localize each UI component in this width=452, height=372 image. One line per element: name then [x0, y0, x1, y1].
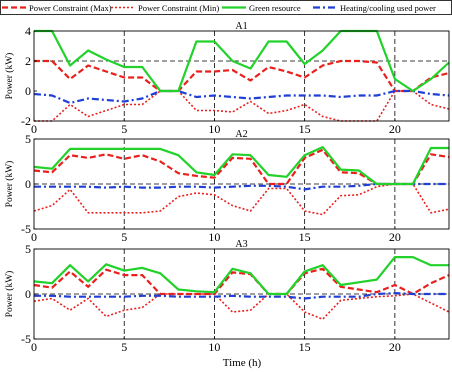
series-line-dashdot [34, 292, 449, 300]
legend-label: Heating/cooling used power [340, 3, 436, 13]
series-line-solid [34, 29, 450, 93]
series-line-dashdot [33, 89, 450, 105]
x-tick-label: 15 [299, 122, 311, 136]
legend: Power Constraint (Max) Power Constraint (… [0, 0, 452, 15]
series-line-dot [34, 90, 450, 122]
y-tick-label: 5 [25, 132, 31, 146]
series-line-solid [33, 146, 449, 186]
series-line-solid [33, 256, 449, 296]
x-tick-label: 5 [121, 122, 127, 136]
y-tick-label: -5 [21, 332, 31, 346]
series-line-dot [33, 293, 450, 321]
x-tick-label: 5 [121, 230, 127, 244]
x-tick-label: 20 [389, 230, 401, 244]
legend-label: Power Constraint (Min) [138, 3, 219, 13]
x-tick-label: 0 [31, 122, 37, 136]
legend-label: Power Constraint (Max) [29, 3, 112, 13]
legend-label: Green resource [249, 3, 301, 13]
x-tick-label: 15 [299, 340, 311, 354]
series-line-dash [34, 59, 450, 93]
x-tick-label: 10 [208, 122, 220, 136]
x-tick-label: 20 [389, 122, 401, 136]
x-axis-label: Time (h) [223, 357, 262, 369]
axes-frame [33, 30, 450, 122]
y-tick-label: 5 [25, 242, 31, 256]
y-tick-label: 2 [25, 54, 31, 68]
y-tick-label: 4 [25, 24, 31, 38]
x-tick-label: 0 [31, 230, 37, 244]
series-line-dot [33, 183, 450, 216]
panel-title: A2 [235, 129, 247, 140]
y-axis-label: Power (kW) [4, 271, 15, 318]
y-tick-label: 0 [25, 287, 31, 301]
series-line-dash [33, 267, 450, 296]
x-tick-label: 10 [208, 340, 220, 354]
y-tick-label: -5 [21, 222, 31, 236]
y-axis-label: Power (kW) [4, 161, 15, 208]
panel-title: A1 [235, 21, 247, 32]
x-tick-label: 5 [121, 340, 127, 354]
x-tick-label: 10 [208, 230, 220, 244]
y-tick-label: 0 [25, 177, 31, 191]
x-tick-label: 20 [389, 340, 401, 354]
x-tick-label: 15 [299, 230, 311, 244]
y-axis-label: Power (kW) [4, 53, 15, 100]
y-tick-label: -2 [21, 114, 31, 128]
y-tick-label: 0 [25, 84, 31, 98]
x-tick-label: 0 [31, 340, 37, 354]
panel-title: A3 [235, 239, 247, 250]
